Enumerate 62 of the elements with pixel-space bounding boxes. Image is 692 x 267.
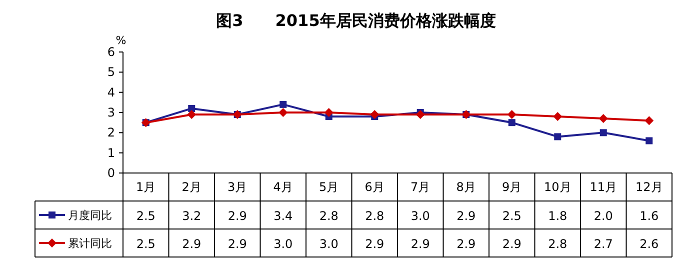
data-label: 1.8 [548,209,568,223]
point [370,110,380,120]
data-label: 2.5 [136,237,156,251]
point [507,110,516,120]
point [280,100,287,108]
data-label: 2.5 [502,209,522,223]
point [188,104,196,112]
data-label: 3.0 [410,209,430,223]
point [553,112,562,122]
point [598,114,608,124]
point [600,129,607,136]
point [324,108,334,117]
data-label: 2.9 [456,237,476,251]
data-label: 1.6 [640,209,659,223]
x-tick-label: 9月 [502,180,522,194]
y-axis-title: % [116,34,126,47]
point [278,108,288,117]
y-tick-label: 5 [107,65,115,80]
data-label: 2.8 [319,209,338,223]
x-tick-label: 3月 [228,180,248,194]
y-tick-label: 1 [107,146,115,160]
data-label: 3.0 [319,237,338,251]
y-tick-label: 6 [107,45,115,59]
data-label: 2.9 [365,237,384,251]
y-tick-label: 4 [107,85,115,100]
point [508,119,516,126]
data-label: 2.5 [136,209,156,223]
data-label: 2.9 [228,209,247,223]
x-tick-label: 5月 [319,180,339,194]
data-label: 2.7 [594,237,613,251]
y-tick-label: 2 [107,126,115,140]
x-tick-label: 10月 [544,180,572,194]
point [554,133,562,140]
data-label: 3.0 [274,237,293,251]
point [646,137,653,144]
data-label: 2.9 [456,209,476,223]
data-label: 2.6 [640,237,659,251]
data-label: 3.2 [182,209,202,223]
x-tick-label: 4月 [273,180,293,194]
x-tick-label: 7月 [410,180,430,194]
x-tick-label: 2月 [182,180,202,194]
data-label: 2.9 [182,237,202,251]
point [416,110,425,120]
data-label: 2.8 [365,209,384,223]
x-tick-label: 1月 [136,180,156,194]
point [187,110,196,120]
data-label: 2.9 [228,237,247,251]
data-label: 3.4 [274,209,293,223]
legend-label: 累计同比 [68,237,112,250]
y-tick-label: 0 [107,166,115,180]
data-label: 2.8 [548,237,568,251]
x-tick-label: 8月 [456,180,476,194]
point [644,116,654,126]
legend-label: 月度同比 [68,209,112,222]
data-label: 2.9 [410,237,430,251]
chart-title: 图3 2015年居民消费价格涨跌幅度 [216,11,496,30]
data-label: 2.0 [594,209,613,223]
x-tick-label: 12月 [635,180,663,194]
x-tick-label: 6月 [364,180,384,194]
data-label: 2.9 [502,237,522,251]
y-tick-label: 3 [107,106,115,120]
x-tick-label: 11月 [590,180,618,194]
